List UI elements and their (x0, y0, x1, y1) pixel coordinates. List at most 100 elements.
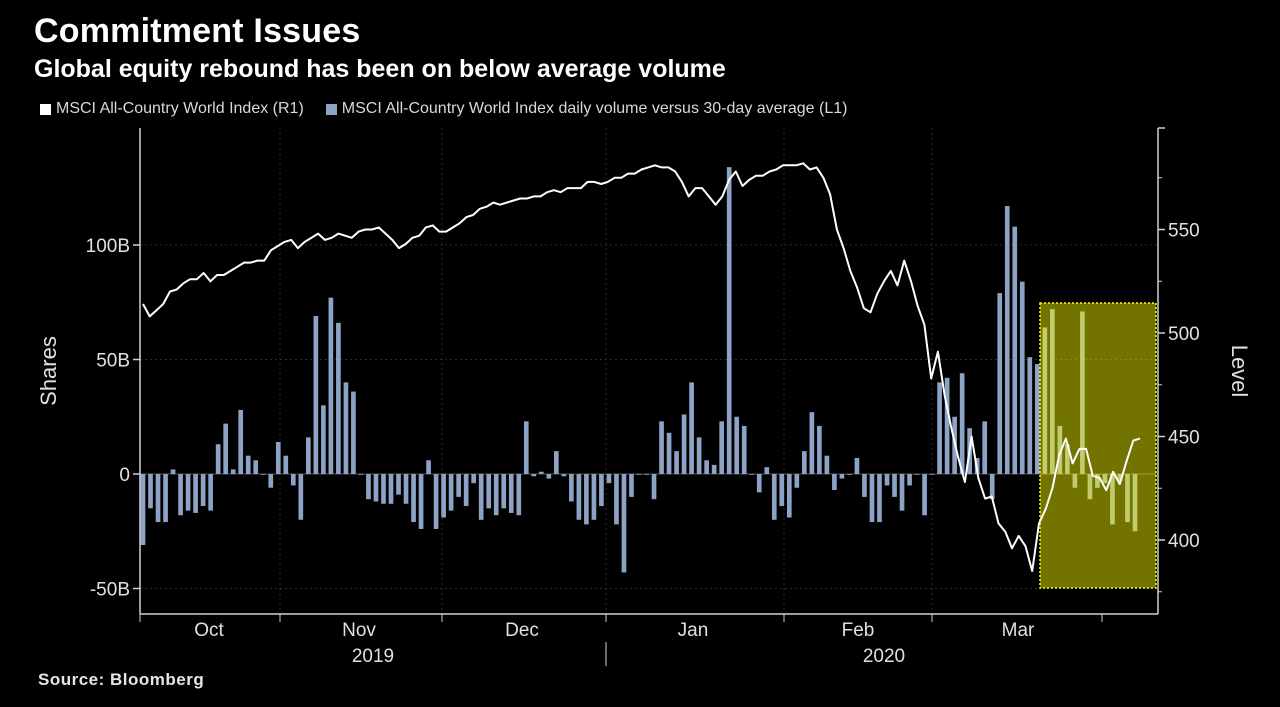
volume-bar (884, 474, 890, 486)
volume-bar (944, 377, 950, 474)
volume-bar (704, 460, 709, 474)
left-tick-label: 100B (86, 236, 130, 257)
volume-bar (636, 474, 642, 475)
volume-bar (824, 455, 830, 474)
volume-bar (456, 474, 461, 497)
right-tick-label: 500 (1168, 324, 1200, 345)
volume-bar (245, 455, 251, 474)
volume-bar (441, 474, 446, 518)
volume-bar (336, 322, 341, 474)
chart-title: Commitment Issues (34, 12, 361, 50)
volume-bar (313, 315, 319, 474)
volume-bar (1065, 444, 1070, 474)
volume-bar (493, 474, 499, 516)
volume-bar (681, 414, 687, 474)
volume-bar (501, 474, 507, 509)
volume-bar (170, 469, 176, 474)
volume-bar (914, 474, 920, 475)
volume-bar (155, 474, 161, 523)
volume-bar (178, 474, 183, 516)
volume-bar (719, 421, 724, 474)
volume-bar (922, 474, 927, 516)
volume-bar (358, 474, 364, 475)
volume-bar (591, 474, 597, 520)
left-axis-title: Shares (36, 336, 61, 406)
volume-bar (1072, 474, 1078, 488)
volume-bar (614, 474, 619, 525)
legend-item-volume: MSCI All-Country World Index daily volum… (325, 100, 847, 118)
chart-subtitle: Global equity rebound has been on below … (34, 55, 726, 83)
volume-bar (809, 412, 815, 474)
volume-bar (847, 474, 852, 475)
volume-bar (771, 474, 777, 520)
volume-bar (1057, 425, 1063, 474)
volume-bar (1102, 474, 1108, 484)
year-label: 2020 (863, 646, 905, 667)
volume-bar (418, 474, 424, 529)
right-tick-label: 450 (1168, 428, 1200, 449)
volume-bar (584, 474, 589, 525)
left-tick-label: 50B (96, 351, 130, 372)
volume-bar (989, 474, 995, 500)
volume-bar (1087, 474, 1093, 500)
volume-bar (1110, 474, 1115, 525)
volume-bar (959, 373, 965, 474)
volume-bar (674, 451, 679, 474)
volume-bar (569, 474, 574, 502)
month-label: Dec (505, 620, 539, 641)
volume-bar (531, 474, 537, 477)
volume-bar (163, 474, 168, 523)
volume-bar (208, 474, 213, 511)
volume-bar (1012, 226, 1018, 474)
volume-bar (223, 423, 228, 474)
volume-bar (230, 469, 236, 474)
volume-bar (403, 474, 409, 504)
volume-bar (794, 474, 800, 488)
volume-bar (478, 474, 484, 520)
volume-bar (741, 425, 747, 474)
volume-bar (779, 474, 785, 507)
right-tick-label: 400 (1168, 531, 1200, 552)
volume-bar (869, 474, 875, 523)
volume-bar (328, 297, 334, 474)
volume-bar (621, 474, 627, 573)
volume-bar (388, 474, 394, 504)
volume-bar (260, 474, 266, 475)
volume-bar (433, 474, 439, 529)
volume-bar (381, 474, 386, 504)
volume-bar (997, 293, 1003, 474)
volume-bar (185, 474, 191, 511)
volume-bar (756, 474, 762, 493)
source-note: Source: Bloomberg (38, 670, 205, 689)
volume-bar (629, 474, 634, 497)
volume-bar (373, 474, 379, 502)
volume-bar (1019, 281, 1025, 474)
month-label: Mar (1002, 620, 1035, 641)
volume-bar (1050, 309, 1055, 474)
left-tick-label: -50B (90, 580, 130, 601)
volume-bar (734, 416, 740, 474)
volume-bar (877, 474, 882, 523)
left-tick-label: 0 (119, 465, 130, 486)
month-label: Nov (342, 620, 376, 641)
volume-bar (839, 474, 845, 479)
volume-bar (696, 437, 702, 474)
volume-bar (1027, 357, 1033, 474)
volume-bar (471, 474, 476, 484)
volume-bar (907, 474, 912, 486)
volume-bar (651, 474, 657, 500)
legend-swatch-index (40, 103, 51, 115)
volume-bar (426, 460, 431, 474)
highlight-box (1039, 302, 1157, 589)
volume-bar (306, 437, 311, 474)
volume-bar (786, 474, 792, 518)
index-line (142, 162, 1141, 572)
volume-bar (290, 474, 296, 486)
year-label: 2019 (352, 646, 394, 667)
volume-bar (764, 467, 770, 474)
volume-bar (411, 474, 416, 523)
legend-item-index: MSCI All-Country World Index (R1) (40, 100, 304, 118)
volume-bar (982, 421, 988, 474)
volume-bar (523, 421, 529, 474)
index-line-layer (142, 162, 1141, 572)
